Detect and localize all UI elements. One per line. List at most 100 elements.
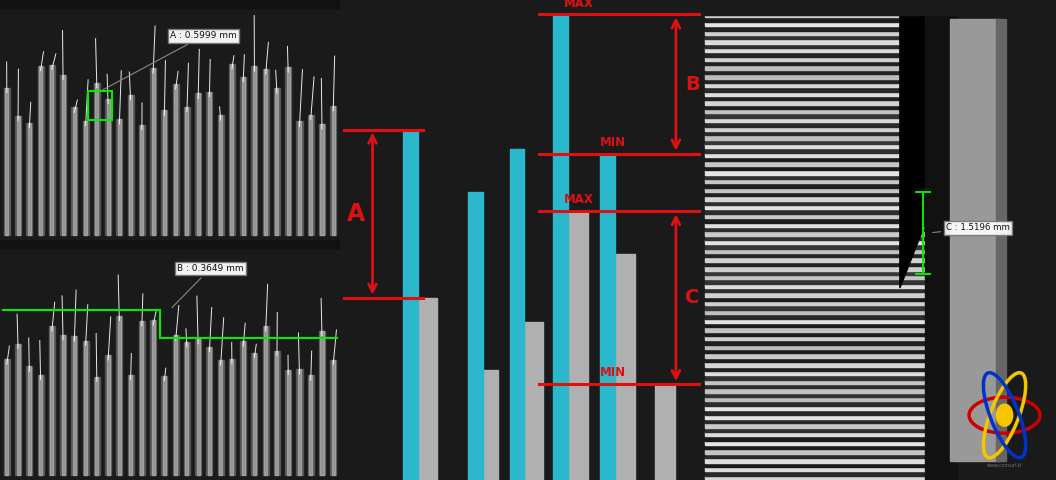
- Bar: [331, 106, 336, 235]
- Bar: [297, 121, 302, 235]
- Bar: [51, 65, 54, 235]
- Bar: [184, 107, 190, 235]
- Bar: [704, 135, 928, 140]
- Bar: [309, 375, 313, 475]
- Bar: [172, 336, 178, 475]
- Bar: [61, 335, 64, 475]
- Bar: [704, 79, 928, 83]
- Bar: [704, 201, 928, 205]
- Bar: [704, 279, 928, 284]
- Bar: [704, 349, 928, 353]
- Bar: [704, 301, 928, 305]
- Bar: [704, 101, 928, 105]
- Bar: [704, 105, 928, 109]
- Bar: [704, 310, 928, 314]
- Bar: [172, 84, 178, 235]
- Bar: [220, 115, 222, 235]
- Bar: [39, 374, 42, 475]
- Bar: [230, 359, 233, 475]
- Bar: [298, 121, 301, 235]
- Bar: [704, 175, 928, 179]
- Bar: [252, 66, 256, 235]
- Bar: [704, 26, 928, 31]
- Bar: [704, 354, 928, 358]
- Bar: [704, 249, 928, 253]
- Bar: [704, 266, 928, 271]
- Bar: [704, 162, 928, 166]
- Bar: [60, 335, 67, 475]
- Bar: [704, 218, 928, 223]
- Bar: [704, 262, 928, 266]
- Text: C : 1.5196 mm: C : 1.5196 mm: [932, 223, 1010, 232]
- Bar: [196, 339, 200, 475]
- Bar: [704, 258, 928, 262]
- Bar: [704, 214, 928, 218]
- Bar: [162, 376, 168, 475]
- Bar: [704, 70, 928, 74]
- Bar: [704, 319, 928, 323]
- Bar: [186, 342, 188, 475]
- Bar: [242, 77, 245, 235]
- Bar: [27, 123, 31, 235]
- Bar: [704, 253, 928, 257]
- Bar: [704, 463, 928, 467]
- Bar: [704, 66, 928, 70]
- Bar: [17, 344, 20, 475]
- Bar: [309, 115, 313, 235]
- Bar: [129, 95, 132, 235]
- Bar: [229, 64, 235, 235]
- Bar: [4, 360, 10, 475]
- Bar: [150, 68, 156, 235]
- Bar: [138, 321, 145, 475]
- Bar: [704, 314, 928, 319]
- Bar: [73, 108, 76, 235]
- Text: B : 0.3649 mm: B : 0.3649 mm: [172, 264, 244, 308]
- Bar: [118, 120, 120, 235]
- Bar: [704, 454, 928, 458]
- Bar: [128, 95, 134, 235]
- Bar: [510, 149, 524, 480]
- Bar: [331, 360, 336, 475]
- Bar: [240, 341, 246, 475]
- Bar: [704, 166, 928, 170]
- Bar: [206, 347, 212, 475]
- Bar: [332, 106, 335, 235]
- Text: MAX: MAX: [564, 0, 593, 10]
- Bar: [704, 22, 928, 26]
- Bar: [195, 94, 202, 235]
- Bar: [319, 331, 325, 475]
- Bar: [701, 0, 1056, 15]
- Bar: [174, 84, 177, 235]
- Bar: [240, 77, 246, 235]
- Bar: [704, 197, 928, 201]
- Bar: [0, 0, 340, 8]
- Bar: [704, 336, 928, 340]
- Bar: [285, 68, 291, 235]
- Bar: [704, 157, 928, 161]
- Bar: [174, 336, 177, 475]
- Bar: [206, 92, 212, 235]
- Bar: [704, 192, 928, 196]
- Bar: [704, 362, 928, 367]
- Bar: [704, 227, 928, 231]
- Bar: [704, 92, 928, 96]
- Bar: [704, 415, 928, 419]
- Bar: [208, 92, 211, 235]
- Bar: [704, 288, 928, 292]
- Bar: [704, 450, 928, 454]
- Bar: [5, 360, 8, 475]
- Bar: [704, 0, 928, 4]
- Bar: [553, 14, 567, 480]
- Bar: [704, 83, 928, 87]
- Bar: [704, 140, 928, 144]
- Bar: [0, 240, 340, 249]
- Bar: [218, 115, 224, 235]
- Bar: [251, 66, 258, 235]
- Bar: [704, 210, 928, 214]
- Bar: [152, 68, 154, 235]
- Bar: [163, 110, 166, 235]
- Bar: [704, 375, 928, 380]
- Bar: [704, 118, 928, 122]
- Bar: [129, 375, 132, 475]
- Bar: [49, 326, 55, 475]
